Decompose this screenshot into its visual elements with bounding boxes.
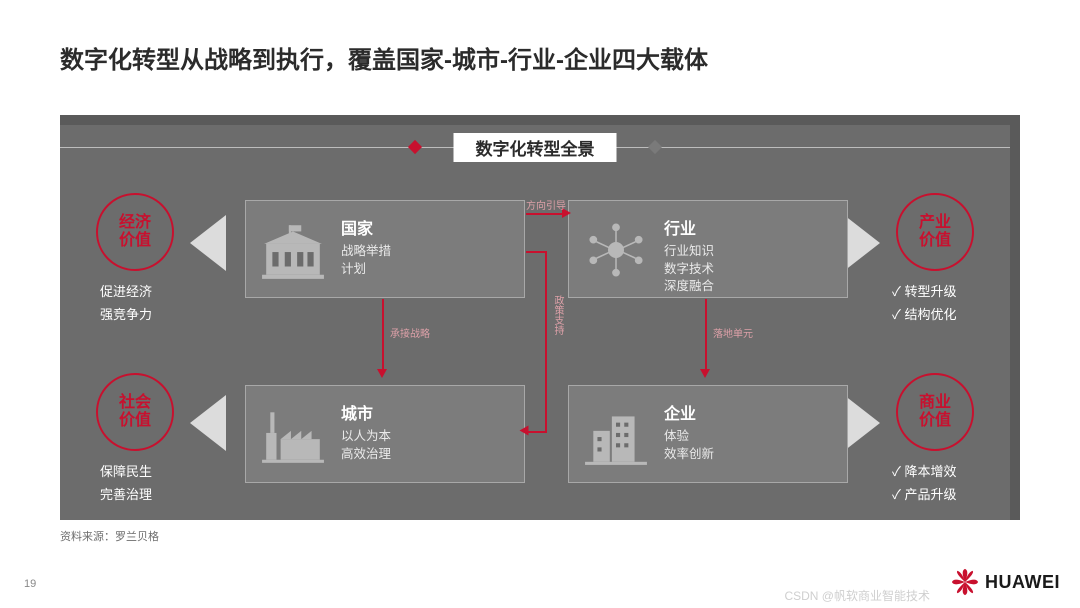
office-building-icon [583,402,649,468]
huawei-logo: HUAWEI [951,568,1060,596]
card-city-sub2: 高效治理 [341,446,524,464]
watermark-text: CSDN @帆软商业智能技术 [784,587,930,604]
triangle-right-top [844,215,880,271]
value-br-line1: 商业 [919,394,951,412]
card-industry-title: 行业 [664,215,847,239]
value-tl-line1: 经济 [119,214,151,232]
arrow-center-head [520,426,529,436]
value-br-item-0: 降本增效 [892,460,992,483]
arrow-label-center: 政策支持 [550,295,565,335]
card-nation-sub1: 战略举措 [341,243,524,261]
value-circle-industry: 产业 价值 [896,193,974,271]
card-company-title: 企业 [664,400,847,424]
arrow-label-top: 方向引导 [526,197,566,212]
triangle-right-bot [844,395,880,451]
value-tr-item-1: 结构优化 [892,303,992,326]
value-circle-society: 社会 价值 [96,373,174,451]
slide-title: 数字化转型从战略到执行，覆盖国家-城市-行业-企业四大载体 [60,40,708,75]
triangle-left-top [190,215,226,271]
card-nation-title: 国家 [341,215,524,239]
arrow-industry-to-company-line [705,299,707,371]
value-tl-item-1: 强竞争力 [100,303,152,326]
card-company-sub1: 体验 [664,428,847,446]
network-nodes-icon [583,217,649,283]
card-nation: 国家 战略举措 计划 [245,200,525,298]
card-company: 企业 体验 效率创新 [568,385,848,483]
value-list-tl: 促进经济 强竞争力 [100,280,152,327]
arrow-nation-to-industry-line [526,213,566,215]
value-bl-item-1: 完善治理 [100,483,152,506]
value-tr-line2: 价值 [919,232,951,250]
value-bl-line2: 价值 [119,412,151,430]
arrow-industry-to-company-head [700,369,710,378]
value-bl-line1: 社会 [119,394,151,412]
source-note: 资料来源：罗兰贝格 [60,528,159,544]
card-city-title: 城市 [341,400,524,424]
card-nation-sub2: 计划 [341,261,524,279]
arrow-label-rightdown: 落地单元 [713,325,753,340]
arrow-nation-to-city-head [377,369,387,378]
value-circle-economy: 经济 价值 [96,193,174,271]
arrow-center-bot-h [526,431,547,433]
banner-diamond-right [648,140,662,154]
card-industry: 行业 行业知识 数字技术 深度融合 [568,200,848,298]
huawei-petal-icon [951,568,979,596]
page-number: 19 [24,578,36,590]
value-tr-line1: 产业 [919,214,951,232]
value-circle-business: 商业 价值 [896,373,974,451]
value-bl-item-0: 保障民生 [100,460,152,483]
huawei-logo-text: HUAWEI [985,572,1060,593]
value-tl-item-0: 促进经济 [100,280,152,303]
card-company-sub2: 效率创新 [664,446,847,464]
card-industry-sub1: 行业知识 [664,243,847,261]
card-city-sub1: 以人为本 [341,428,524,446]
card-city: 城市 以人为本 高效治理 [245,385,525,483]
value-br-line2: 价值 [919,412,951,430]
value-list-br: 降本增效 产品升级 [892,460,992,507]
value-tr-item-0: 转型升级 [892,280,992,303]
arrow-label-leftdown: 承接战略 [390,325,430,340]
value-br-item-1: 产品升级 [892,483,992,506]
arrow-nation-to-city-line [382,299,384,371]
triangle-left-bot [190,395,226,451]
banner-diamond-left [408,140,422,154]
card-industry-sub2: 数字技术 [664,261,847,279]
arrow-center-top-h [526,251,546,253]
value-list-tr: 转型升级 结构优化 [892,280,992,327]
arrow-center-vertical [545,251,547,431]
factory-city-icon [260,402,326,468]
value-tl-line2: 价值 [119,232,151,250]
value-list-bl: 保障民生 完善治理 [100,460,152,507]
banner-label: 数字化转型全景 [454,133,617,162]
card-industry-sub3: 深度融合 [664,278,847,296]
diagram-stage: 数字化转型全景 经济 价值 促进经济 强竞争力 产业 价值 转型升级 结构优化 … [60,115,1020,520]
government-building-icon [260,217,326,283]
